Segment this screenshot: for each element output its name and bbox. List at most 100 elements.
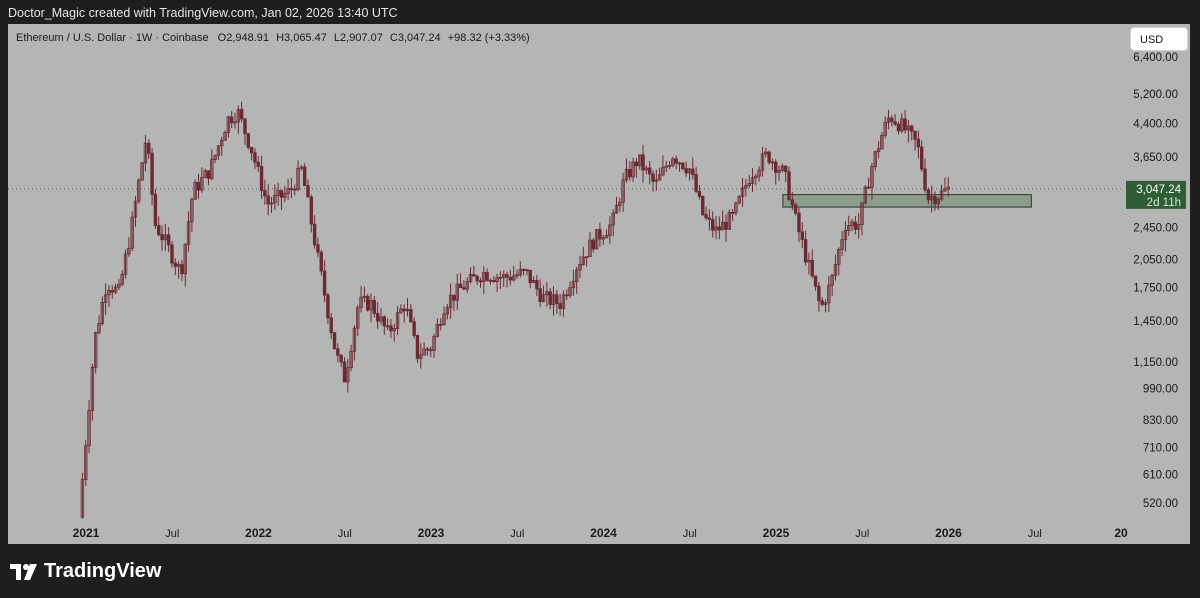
y-tick-label: 830.00	[1143, 415, 1178, 427]
candle-body	[236, 109, 241, 123]
candle-body	[220, 140, 224, 147]
candle-body	[939, 190, 944, 200]
candle-body	[193, 182, 197, 200]
candle-body	[783, 165, 788, 173]
candle-body	[531, 279, 536, 284]
candle-body	[379, 316, 383, 322]
candle-body	[548, 291, 552, 305]
candle-body	[140, 162, 144, 181]
candle-body	[647, 167, 652, 175]
candle-body	[664, 165, 668, 168]
candle-body	[103, 294, 108, 303]
y-tick-label: 6,400.00	[1133, 52, 1178, 64]
candle-body	[123, 253, 128, 275]
y-tick-label: 520.00	[1143, 498, 1178, 510]
y-tick-label: 3,650.00	[1133, 152, 1178, 164]
candle-body	[130, 216, 134, 249]
candle-body	[628, 169, 632, 178]
candle-body	[153, 193, 158, 226]
candle-body	[724, 221, 728, 230]
change-value: +98.32 (+3.33%)	[447, 32, 530, 44]
candle-body	[740, 187, 745, 198]
candle-body	[183, 243, 187, 275]
y-tick-label: 1,150.00	[1133, 357, 1178, 369]
candle-body	[229, 116, 234, 124]
x-tick-label: 20	[1114, 526, 1128, 540]
candle-body	[425, 348, 430, 351]
candle-body	[681, 162, 685, 170]
candle-body	[276, 190, 280, 196]
candle-body	[906, 125, 911, 131]
candle-body	[601, 237, 605, 240]
candle-body	[405, 309, 410, 312]
candle-body	[485, 272, 489, 281]
price-chart[interactable]: 6,400.00 5,200.00 4,400.00 3,650.00 2,450.00…	[8, 24, 1190, 544]
symbol-label: Ethereum / U.S. Dollar · 1W · Coinbase	[16, 32, 209, 44]
candle-body	[803, 239, 808, 263]
candle-body	[518, 269, 523, 276]
candle-body	[180, 264, 184, 275]
candle-body	[336, 348, 340, 356]
candle-body	[734, 202, 738, 214]
candle-body	[452, 294, 456, 301]
candle-body	[654, 179, 659, 182]
candle-body	[120, 273, 124, 285]
y-tick-label: 1,750.00	[1133, 282, 1178, 294]
candle-body	[677, 162, 682, 165]
candle-body	[385, 325, 390, 328]
candle-body	[717, 226, 722, 231]
high-value: H3,065.47	[276, 32, 327, 44]
candle-body	[744, 185, 748, 189]
candle-body	[747, 183, 751, 186]
candle-body	[382, 316, 386, 327]
candle-body	[830, 275, 834, 286]
candle-body	[200, 177, 204, 191]
chart-panel[interactable]: 6,400.00 5,200.00 4,400.00 3,650.00 2,450.00…	[8, 24, 1190, 544]
x-tick-label: Jul	[510, 528, 524, 540]
candle-body	[711, 218, 715, 231]
candle-body	[760, 153, 765, 171]
candle-body	[886, 117, 891, 123]
candle-body	[339, 354, 343, 363]
candle-body	[943, 188, 947, 192]
candle-body	[780, 165, 785, 171]
candle-body	[684, 168, 688, 174]
candle-body	[929, 196, 934, 201]
candle-body	[170, 244, 174, 264]
candle-body	[704, 214, 708, 219]
candle-body	[800, 231, 804, 240]
candle-body	[535, 279, 539, 290]
candle-body	[375, 313, 380, 322]
candle-body	[488, 279, 493, 282]
candle-body	[289, 188, 294, 190]
candle-body	[651, 173, 655, 182]
candle-body	[210, 159, 214, 179]
candle-body	[810, 259, 814, 277]
candle-body	[611, 212, 615, 226]
candle-body	[913, 130, 917, 140]
candle-body	[226, 116, 231, 133]
candle-body	[97, 323, 101, 334]
candle-body	[797, 212, 801, 233]
candle-body	[900, 118, 904, 132]
candle-body	[657, 174, 662, 181]
candle-body	[584, 256, 589, 259]
currency-button[interactable]: USD	[1130, 27, 1188, 51]
candle-body	[438, 323, 443, 326]
candle-body	[707, 217, 712, 220]
candle-body	[84, 445, 88, 480]
candle-body	[256, 161, 260, 167]
candle-body	[764, 151, 768, 155]
candle-body	[412, 321, 416, 336]
candle-body	[249, 146, 254, 154]
x-tick-label: 2023	[418, 526, 445, 540]
candle-body	[671, 158, 675, 166]
candle-body	[322, 270, 327, 296]
attribution-text: Doctor_Magic created with TradingView.co…	[8, 6, 398, 20]
candle-body	[283, 193, 287, 198]
candle-body	[737, 196, 741, 204]
candle-body	[847, 225, 851, 231]
candle-body	[571, 281, 576, 289]
x-tick-label: Jul	[338, 528, 352, 540]
candle-body	[369, 300, 373, 311]
